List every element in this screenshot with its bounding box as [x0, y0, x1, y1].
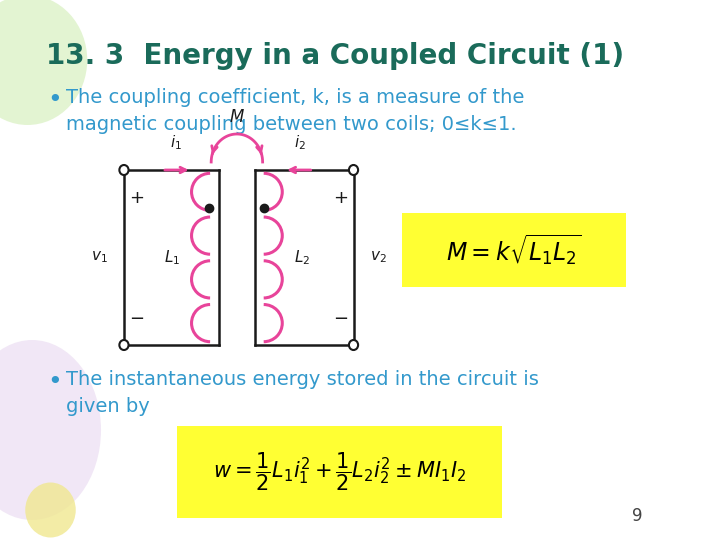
Text: $w = \dfrac{1}{2}L_1 i_1^2 + \dfrac{1}{2}L_2 i_2^2 \pm MI_1 I_2$: $w = \dfrac{1}{2}L_1 i_1^2 + \dfrac{1}{2…	[213, 451, 467, 493]
Text: •: •	[48, 370, 63, 394]
Ellipse shape	[0, 340, 101, 520]
Text: $-$: $-$	[333, 308, 348, 326]
Circle shape	[349, 340, 358, 350]
Text: $i_2$: $i_2$	[294, 133, 306, 152]
Text: $L_1$: $L_1$	[163, 248, 180, 267]
Text: $v_2$: $v_2$	[370, 249, 387, 265]
Circle shape	[120, 165, 129, 175]
FancyBboxPatch shape	[177, 426, 503, 518]
Ellipse shape	[0, 0, 87, 125]
Text: 13. 3  Energy in a Coupled Circuit (1): 13. 3 Energy in a Coupled Circuit (1)	[46, 42, 624, 70]
Text: $v_1$: $v_1$	[91, 249, 107, 265]
Circle shape	[120, 340, 129, 350]
Text: •: •	[48, 88, 63, 112]
Text: +: +	[333, 189, 348, 207]
Text: $M = k\sqrt{L_1 L_2}$: $M = k\sqrt{L_1 L_2}$	[446, 233, 582, 267]
Text: $-$: $-$	[130, 308, 145, 326]
Text: The instantaneous energy stored in the circuit is
given by: The instantaneous energy stored in the c…	[66, 370, 539, 415]
FancyBboxPatch shape	[402, 213, 626, 287]
Text: $M$: $M$	[229, 108, 245, 126]
Text: The coupling coefficient, k, is a measure of the
magnetic coupling between two c: The coupling coefficient, k, is a measur…	[66, 88, 524, 133]
Text: +: +	[130, 189, 144, 207]
Ellipse shape	[25, 483, 76, 537]
Text: $L_2$: $L_2$	[294, 248, 310, 267]
Circle shape	[349, 165, 358, 175]
Text: 9: 9	[632, 507, 643, 525]
Text: $i_1$: $i_1$	[170, 133, 182, 152]
